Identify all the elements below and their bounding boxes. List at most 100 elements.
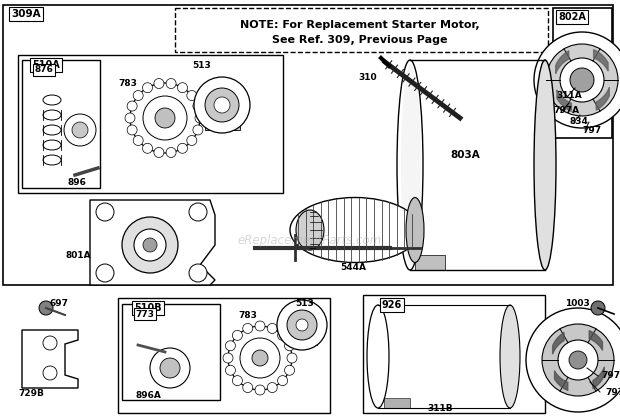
Text: See Ref. 309, Previous Page: See Ref. 309, Previous Page xyxy=(272,35,448,45)
Text: 803A: 803A xyxy=(450,150,480,160)
Circle shape xyxy=(591,301,605,315)
Circle shape xyxy=(187,91,197,101)
Circle shape xyxy=(287,353,297,363)
Text: 896A: 896A xyxy=(135,391,161,399)
Text: 783: 783 xyxy=(118,80,137,88)
Text: 310: 310 xyxy=(358,73,376,83)
Circle shape xyxy=(252,350,268,366)
Circle shape xyxy=(43,366,57,380)
Circle shape xyxy=(560,58,604,102)
Circle shape xyxy=(122,217,178,273)
Text: 513: 513 xyxy=(296,298,314,308)
Bar xyxy=(122,304,220,400)
Text: 311B: 311B xyxy=(427,403,453,412)
Circle shape xyxy=(243,323,253,334)
Bar xyxy=(287,336,317,345)
Text: 311A: 311A xyxy=(556,91,582,99)
Circle shape xyxy=(134,229,166,261)
Circle shape xyxy=(243,383,253,393)
Circle shape xyxy=(150,348,190,388)
Circle shape xyxy=(193,101,203,111)
Text: 797A: 797A xyxy=(553,106,579,114)
Bar xyxy=(205,120,240,130)
Circle shape xyxy=(278,330,288,340)
Polygon shape xyxy=(90,200,215,285)
Circle shape xyxy=(226,365,236,375)
Circle shape xyxy=(285,341,294,351)
Circle shape xyxy=(130,83,200,153)
Circle shape xyxy=(255,385,265,395)
Text: 510B: 510B xyxy=(134,303,162,313)
Text: 926: 926 xyxy=(382,300,402,310)
Ellipse shape xyxy=(406,197,424,262)
Text: 802A: 802A xyxy=(558,12,586,22)
Circle shape xyxy=(133,91,143,101)
Circle shape xyxy=(189,264,207,282)
Circle shape xyxy=(125,113,135,123)
Circle shape xyxy=(143,96,187,140)
Text: 834: 834 xyxy=(569,116,588,126)
Text: 1003: 1003 xyxy=(565,298,590,308)
Ellipse shape xyxy=(296,210,324,250)
Circle shape xyxy=(160,358,180,378)
Circle shape xyxy=(296,319,308,331)
Circle shape xyxy=(205,88,239,122)
Text: NOTE: For Replacement Starter Motor,: NOTE: For Replacement Starter Motor, xyxy=(240,20,480,30)
Text: 697: 697 xyxy=(50,298,69,308)
Circle shape xyxy=(189,203,207,221)
Circle shape xyxy=(127,125,137,135)
Text: 801A: 801A xyxy=(65,251,91,259)
Circle shape xyxy=(542,324,614,396)
Text: 896: 896 xyxy=(68,178,87,186)
Circle shape xyxy=(255,321,265,331)
Circle shape xyxy=(194,77,250,133)
Ellipse shape xyxy=(290,197,420,262)
Ellipse shape xyxy=(401,64,421,266)
Circle shape xyxy=(96,264,114,282)
Circle shape xyxy=(278,375,288,385)
Circle shape xyxy=(267,383,277,393)
Circle shape xyxy=(177,143,187,153)
Text: 773: 773 xyxy=(136,310,154,318)
Text: 729B: 729B xyxy=(18,388,44,398)
Circle shape xyxy=(177,83,187,93)
Ellipse shape xyxy=(43,155,61,165)
Circle shape xyxy=(187,135,197,145)
Circle shape xyxy=(226,341,236,351)
Ellipse shape xyxy=(43,110,61,120)
Ellipse shape xyxy=(397,60,423,270)
Circle shape xyxy=(72,122,88,138)
Circle shape xyxy=(166,147,176,158)
Circle shape xyxy=(154,78,164,88)
Ellipse shape xyxy=(534,60,556,270)
Text: 797A: 797A xyxy=(601,370,620,380)
Circle shape xyxy=(228,326,292,390)
Ellipse shape xyxy=(367,305,389,408)
Circle shape xyxy=(277,300,327,350)
Text: 797: 797 xyxy=(582,126,601,134)
Text: 309A: 309A xyxy=(11,9,41,19)
Circle shape xyxy=(154,147,164,158)
Circle shape xyxy=(193,125,203,135)
Bar xyxy=(175,8,548,52)
Polygon shape xyxy=(22,330,78,388)
Circle shape xyxy=(558,340,598,380)
Circle shape xyxy=(195,113,205,123)
Circle shape xyxy=(133,135,143,145)
Bar xyxy=(22,60,100,188)
Circle shape xyxy=(166,78,176,88)
Text: 513: 513 xyxy=(192,60,211,70)
Text: 510A: 510A xyxy=(32,60,60,70)
Text: eReplacementParts.com: eReplacementParts.com xyxy=(238,233,382,246)
Circle shape xyxy=(64,114,96,146)
Circle shape xyxy=(155,108,175,128)
Circle shape xyxy=(546,44,618,116)
Ellipse shape xyxy=(500,305,520,408)
Circle shape xyxy=(534,32,620,128)
Circle shape xyxy=(526,308,620,412)
Circle shape xyxy=(143,238,157,252)
Bar xyxy=(3,5,613,285)
Bar xyxy=(18,55,283,193)
Ellipse shape xyxy=(43,125,61,135)
Ellipse shape xyxy=(43,95,61,105)
